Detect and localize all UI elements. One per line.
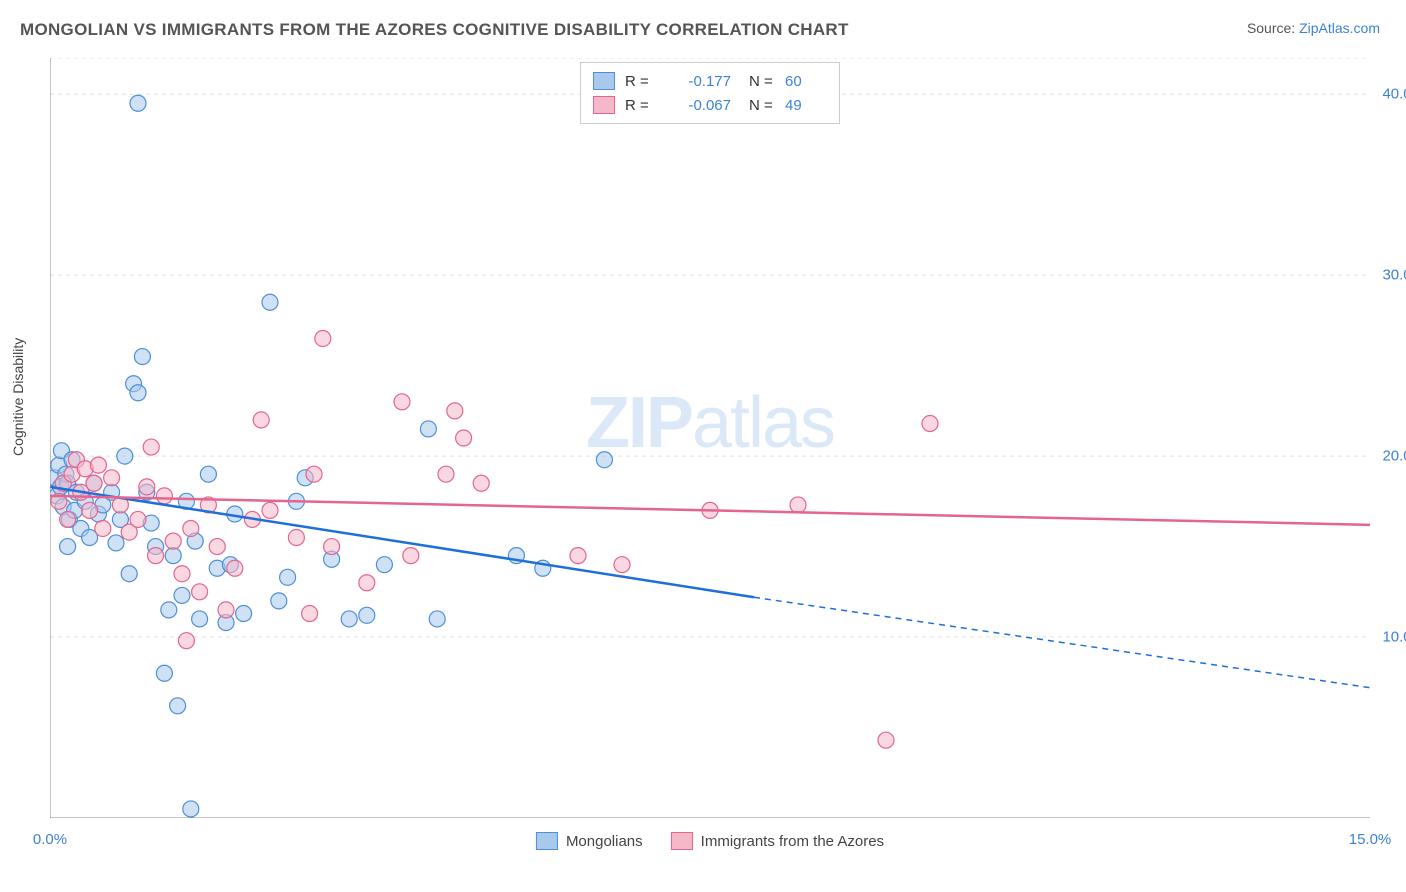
n-label: N =: [749, 97, 775, 114]
legend-item-0: Mongolians: [536, 832, 643, 850]
correlation-legend: R = -0.177 N = 60 R = -0.067 N = 49: [580, 62, 840, 124]
source-prefix: Source:: [1247, 20, 1299, 36]
r-value-0: -0.177: [661, 73, 731, 90]
ytick-label: 40.0%: [1382, 86, 1406, 103]
scatter-plot: [50, 58, 1370, 818]
legend-swatch-bottom-1: [671, 832, 693, 850]
ytick-label: 30.0%: [1382, 267, 1406, 284]
r-label: R =: [625, 73, 651, 90]
legend-row-series-0: R = -0.177 N = 60: [593, 69, 821, 93]
xtick-label: 15.0%: [1349, 831, 1392, 848]
legend-swatch-bottom-0: [536, 832, 558, 850]
ytick-label: 10.0%: [1382, 629, 1406, 646]
n-value-0: 60: [785, 73, 821, 90]
legend-label-1: Immigrants from the Azores: [701, 833, 884, 850]
r-label: R =: [625, 97, 651, 114]
source-link[interactable]: ZipAtlas.com: [1299, 20, 1380, 36]
y-axis-label: Cognitive Disability: [10, 338, 26, 456]
source-attribution: Source: ZipAtlas.com: [1247, 20, 1380, 36]
legend-swatch-1: [593, 96, 615, 114]
n-label: N =: [749, 73, 775, 90]
legend-row-series-1: R = -0.067 N = 49: [593, 93, 821, 117]
xtick-label: 0.0%: [33, 831, 67, 848]
chart-title: MONGOLIAN VS IMMIGRANTS FROM THE AZORES …: [20, 20, 849, 40]
r-value-1: -0.067: [661, 97, 731, 114]
chart-area: ZIPatlas Cognitive Disability 10.0%20.0%…: [50, 58, 1370, 818]
series-legend: Mongolians Immigrants from the Azores: [536, 832, 884, 850]
legend-item-1: Immigrants from the Azores: [671, 832, 884, 850]
legend-swatch-0: [593, 72, 615, 90]
legend-label-0: Mongolians: [566, 833, 643, 850]
n-value-1: 49: [785, 97, 821, 114]
ytick-label: 20.0%: [1382, 448, 1406, 465]
